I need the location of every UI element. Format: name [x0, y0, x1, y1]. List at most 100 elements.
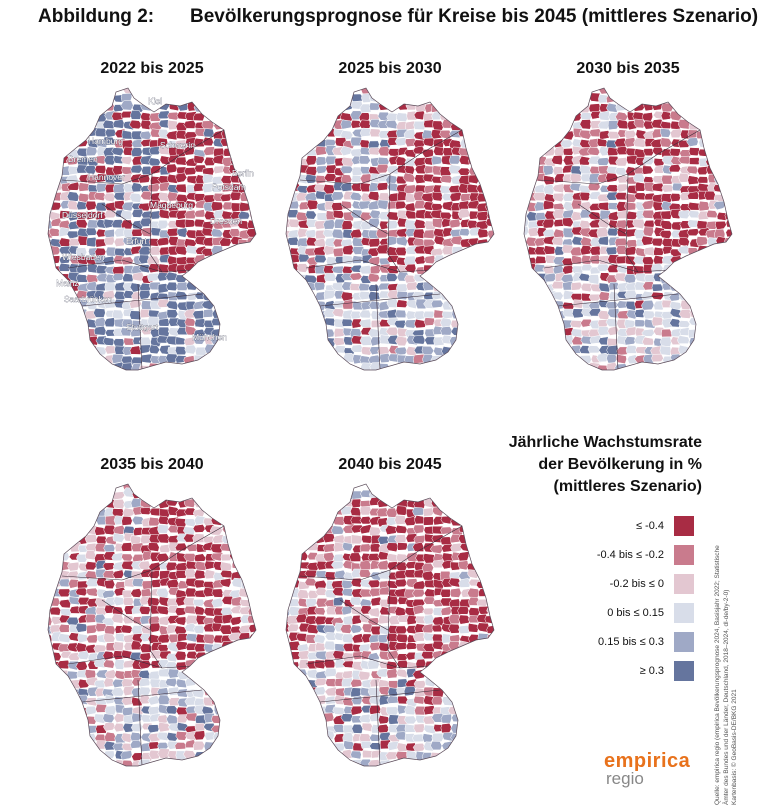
map-panel-5 [285, 483, 495, 767]
district-region [686, 137, 699, 147]
district-region [69, 605, 82, 614]
district-region [377, 724, 390, 734]
district-region [148, 246, 161, 256]
district-region [404, 138, 417, 147]
district-region [297, 263, 310, 273]
district-region [112, 273, 124, 282]
district-region [131, 208, 144, 218]
district-region [93, 290, 106, 301]
district-region [687, 191, 700, 200]
district-region [202, 173, 215, 184]
district-region [75, 247, 88, 257]
district-region [696, 236, 709, 247]
district-region [340, 713, 354, 722]
district-region [413, 569, 425, 579]
district-region [677, 228, 690, 240]
district-region [323, 289, 336, 300]
district-region [85, 561, 98, 571]
district-region [562, 308, 575, 318]
district-region [168, 697, 181, 707]
district-region [314, 607, 326, 616]
district-region [332, 308, 346, 318]
district-region [193, 155, 205, 164]
district-region [202, 291, 215, 302]
district-region [533, 192, 547, 201]
district-region [598, 282, 611, 293]
district-region [174, 156, 187, 166]
state-border [81, 689, 203, 703]
district-region [561, 334, 574, 345]
district-region [596, 352, 609, 363]
district-region [458, 534, 470, 544]
district-region [113, 659, 126, 670]
district-region [395, 200, 407, 210]
district-region [597, 236, 609, 246]
district-region [350, 228, 363, 239]
source-line: Quelle: empirica regio (empirica Bevölke… [714, 545, 721, 805]
district-region [112, 532, 125, 543]
district-region [367, 328, 381, 338]
district-region [77, 650, 90, 660]
district-region [112, 742, 126, 752]
district-region [49, 606, 62, 616]
district-region [339, 624, 353, 634]
district-region [395, 228, 408, 238]
state-border [543, 259, 669, 273]
district-region [204, 686, 216, 696]
district-region [440, 588, 452, 598]
district-region [386, 633, 399, 642]
district-region [322, 328, 335, 339]
district-region [598, 110, 611, 121]
district-region [324, 695, 337, 705]
district-region [76, 137, 88, 148]
district-region [192, 599, 205, 607]
district-region [103, 524, 117, 536]
district-region [287, 661, 300, 671]
district-region [141, 580, 153, 590]
legend-label: -0.4 bis ≤ -0.2 [596, 549, 664, 561]
district-region [298, 659, 310, 669]
district-region [412, 228, 426, 239]
district-region [340, 145, 354, 156]
district-region [423, 516, 434, 526]
district-region [487, 229, 494, 239]
district-region [653, 254, 666, 265]
district-region [331, 191, 344, 201]
district-region [652, 201, 664, 211]
district-region [131, 228, 144, 237]
district-region [76, 580, 89, 589]
district-region [323, 219, 336, 230]
district-region [112, 165, 125, 176]
district-region [429, 544, 444, 554]
district-region [87, 139, 99, 148]
district-region [183, 167, 197, 176]
district-region [394, 578, 408, 588]
district-region [698, 200, 710, 212]
district-region [449, 191, 463, 202]
district-region [615, 245, 628, 255]
district-region [104, 282, 116, 292]
district-region [147, 272, 161, 282]
district-region [379, 334, 391, 345]
district-region [122, 597, 134, 606]
district-region [192, 533, 205, 543]
district-region [157, 201, 169, 211]
panel-title-4: 2035 bis 2040 [100, 456, 204, 473]
district-region [661, 174, 674, 185]
district-region [138, 660, 152, 670]
district-region [192, 740, 206, 751]
district-region [175, 562, 188, 572]
district-region [176, 688, 190, 698]
district-region [113, 723, 125, 733]
district-region [386, 595, 399, 605]
district-region [58, 633, 71, 643]
district-region [686, 228, 700, 237]
district-region [341, 677, 354, 687]
district-region [606, 354, 618, 364]
district-region [641, 165, 654, 175]
district-region [324, 667, 337, 678]
logo-wordmark: empirica [604, 750, 691, 772]
district-region [350, 705, 363, 716]
district-region [367, 659, 380, 670]
district-region [129, 282, 143, 293]
